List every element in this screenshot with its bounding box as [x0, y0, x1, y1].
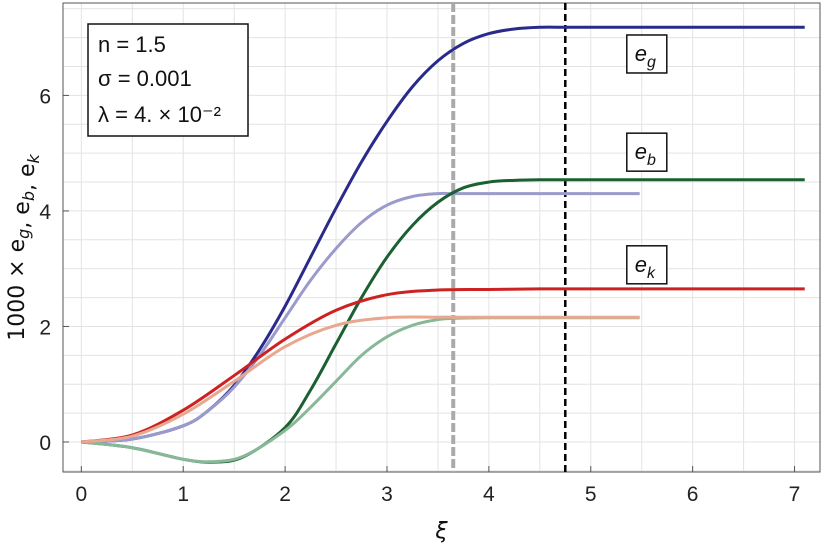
- series-label-frame: [626, 245, 668, 285]
- series-labels: eg eb ek: [626, 34, 668, 285]
- x-tick-label: 3: [381, 483, 393, 506]
- x-axis-label: ξ: [434, 519, 448, 544]
- series-label: eg: [635, 41, 656, 71]
- x-tick-label: 1: [177, 483, 189, 506]
- info-box: n = 1.5 σ = 0.001 λ = 4. × 10⁻²: [87, 23, 249, 137]
- info-box-frame: [87, 23, 249, 137]
- tick-labels: 0 1 2 3 4 5 6 7 0 2 4 6: [39, 85, 800, 506]
- plot-frame: [62, 2, 821, 473]
- info-box-line-3: λ = 4. × 10⁻²: [98, 102, 221, 127]
- x-tick-label: 6: [687, 483, 699, 506]
- x-tick-label: 5: [585, 483, 597, 506]
- series-line: [81, 191, 640, 444]
- x-tick-label: 0: [75, 483, 87, 506]
- y-tick-label: 0: [39, 432, 51, 455]
- series-line: [81, 287, 805, 444]
- series-label: eb: [635, 139, 656, 169]
- x-tick-label: 4: [483, 483, 495, 506]
- series-line: [81, 315, 640, 444]
- y-tick-label: 4: [39, 201, 51, 224]
- x-tick-label: 7: [789, 483, 801, 506]
- vertical-reference-lines: [451, 3, 567, 472]
- series-label: ek: [635, 252, 656, 282]
- y-tick-label: 2: [39, 316, 51, 339]
- series-label-frame: [626, 132, 668, 172]
- info-box-line-2: σ = 0.001: [98, 66, 192, 91]
- y-axis-label: 1000 × eg, eb, ek: [5, 153, 43, 340]
- x-tick-label: 2: [279, 483, 291, 506]
- y-tick-label: 6: [39, 85, 51, 108]
- series-label-frame: [626, 34, 668, 74]
- series-group: [81, 25, 805, 464]
- info-box-line-1: n = 1.5: [98, 32, 166, 57]
